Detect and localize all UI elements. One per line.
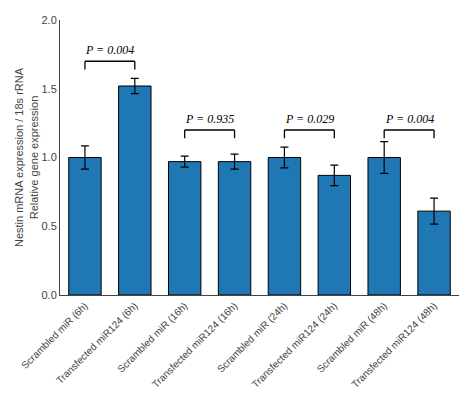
svg-text:Transfected miR124 (16h): Transfected miR124 (16h) [150,300,240,390]
svg-text:Transfected miR124 (6h): Transfected miR124 (6h) [54,300,140,386]
svg-text:2.0: 2.0 [42,14,57,26]
svg-text:Scrambled miR (48h): Scrambled miR (48h) [315,300,390,375]
svg-text:Nestin mRNA expression / 18s r: Nestin mRNA expression / 18s rRNARelativ… [13,67,39,247]
svg-text:P = 0.004: P = 0.004 [85,43,134,57]
svg-text:1.5: 1.5 [42,83,57,95]
svg-text:P = 0.935: P = 0.935 [185,112,234,126]
svg-text:0.5: 0.5 [42,220,57,232]
svg-text:Transfected miR124 (48h): Transfected miR124 (48h) [349,300,439,390]
svg-text:0.0: 0.0 [42,289,57,301]
svg-text:Transfected miR124 (24h): Transfected miR124 (24h) [250,300,340,390]
svg-text:1.0: 1.0 [42,151,57,163]
svg-text:Scrambled miR (6h): Scrambled miR (6h) [19,300,90,371]
svg-text:P = 0.004: P = 0.004 [385,112,434,126]
svg-text:Scrambled miR (16h): Scrambled miR (16h) [115,300,190,375]
svg-text:P = 0.029: P = 0.029 [285,112,334,126]
svg-text:Scrambled miR (24h): Scrambled miR (24h) [215,300,290,375]
